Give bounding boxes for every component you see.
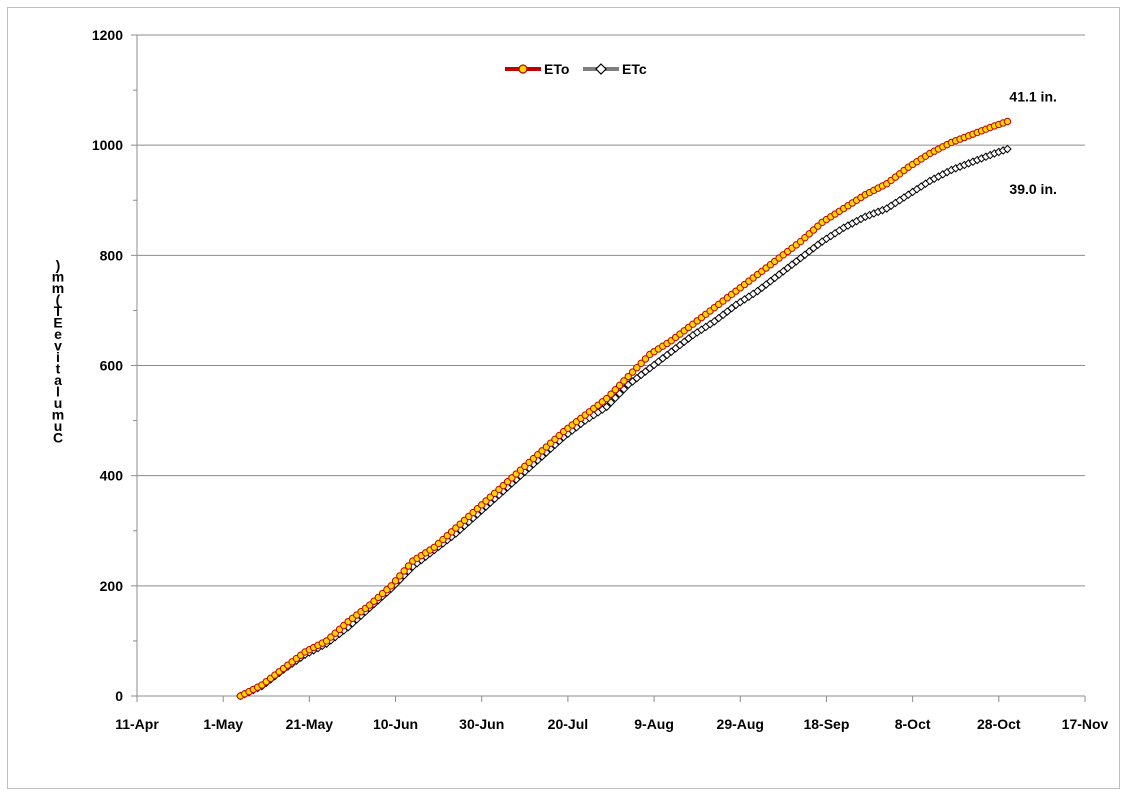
- x-tick-label: 17-Nov: [1062, 716, 1109, 732]
- x-tick-label: 10-Jun: [373, 716, 418, 732]
- series-eto: [236, 117, 1012, 700]
- data-point-eto: [391, 577, 400, 585]
- x-tick-label: 9-Aug: [634, 716, 674, 732]
- data-point-eto: [404, 562, 413, 570]
- y-tick-label: 800: [100, 247, 124, 263]
- annotation-eto: 41.1 in.: [1009, 88, 1056, 104]
- data-point-eto: [620, 377, 628, 385]
- data-point-eto: [615, 381, 624, 390]
- y-tick-label: 400: [100, 468, 124, 484]
- data-point-eto: [633, 364, 641, 372]
- data-point-eto: [641, 355, 650, 363]
- x-tick-label: 18-Sep: [803, 716, 849, 732]
- data-point-eto: [387, 582, 395, 590]
- x-tick-label: 11-Apr: [115, 716, 159, 732]
- legend: ETo ETc: [505, 61, 647, 77]
- y-tick-label: 200: [100, 578, 124, 594]
- data-point-eto: [611, 386, 620, 394]
- legend-marker-eto: [518, 64, 528, 74]
- data-point-eto: [628, 368, 637, 376]
- y-tick-label: 0: [115, 688, 123, 704]
- x-tick-label: 1-May: [203, 716, 243, 732]
- data-point-eto: [1003, 117, 1012, 126]
- x-tick-label: 8-Oct: [895, 716, 931, 732]
- legend-marker-etc: [595, 63, 607, 75]
- x-tick-label: 30-Jun: [459, 716, 504, 732]
- x-tick-label: 28-Oct: [977, 716, 1021, 732]
- x-tick-label: 20-Jul: [548, 716, 588, 732]
- data-point-eto: [637, 359, 645, 367]
- data-point-eto: [607, 390, 615, 398]
- annotation-etc: 39.0 in.: [1009, 181, 1056, 197]
- data-point-etc: [1003, 144, 1012, 154]
- x-tick-label: 21-May: [286, 716, 334, 732]
- x-tick-label: 29-Aug: [717, 716, 764, 732]
- data-point-eto: [602, 394, 611, 403]
- y-tick-label: 1000: [92, 137, 123, 153]
- legend-label-etc: ETc: [622, 61, 647, 77]
- data-point-eto: [400, 567, 408, 575]
- legend-label-eto: ETo: [544, 61, 569, 77]
- chart-frame: [7, 7, 1120, 789]
- data-point-eto: [624, 372, 632, 381]
- y-tick-label: 1200: [92, 27, 123, 43]
- data-point-etc: [602, 402, 611, 412]
- data-point-eto: [396, 572, 404, 580]
- y-tick-label: 600: [100, 358, 124, 374]
